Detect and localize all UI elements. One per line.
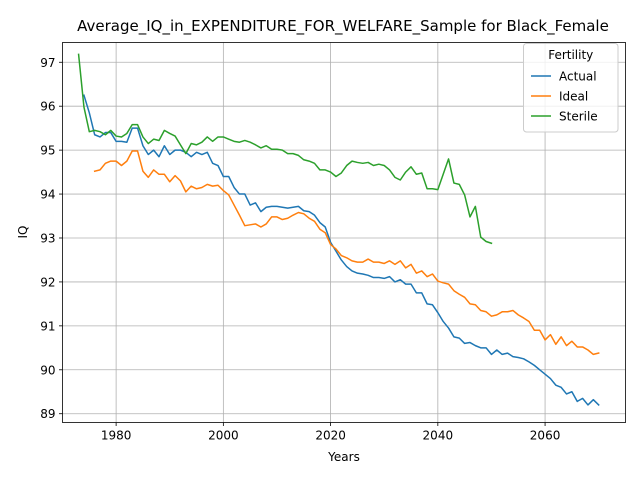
legend-entries: Actual Ideal Sterile [531, 70, 598, 124]
grid [62, 42, 626, 423]
series-lines [77, 53, 600, 406]
series-line-actual [83, 94, 600, 406]
legend-title: Fertility [548, 48, 593, 62]
series-line-ideal [93, 150, 600, 356]
plot-frame [62, 42, 626, 423]
y-tick-label: 95 [40, 144, 55, 158]
y-tick-label: 94 [40, 188, 55, 202]
x-tick-label: 2040 [423, 429, 454, 443]
x-tick-label: 2000 [208, 429, 239, 443]
x-axis-ticks: 1980 2000 2020 2040 2060 [101, 422, 561, 443]
series-line-sterile [77, 53, 493, 245]
y-tick-label: 97 [40, 56, 55, 70]
x-tick-label: 2020 [315, 429, 346, 443]
y-tick-label: 89 [40, 407, 55, 421]
legend-label-sterile: Sterile [559, 110, 598, 124]
legend: Fertility Actual Ideal Sterile [523, 43, 619, 133]
legend-label-ideal: Ideal [559, 90, 588, 104]
legend-label-actual: Actual [559, 70, 597, 84]
y-tick-label: 96 [40, 100, 55, 114]
y-tick-label: 93 [40, 231, 55, 245]
legend-box [523, 43, 619, 133]
y-axis-label: IQ [16, 226, 30, 239]
y-axis-ticks: 89 90 91 92 93 94 95 96 97 [40, 56, 63, 421]
x-tick-label: 1980 [101, 429, 132, 443]
x-tick-label: 2060 [530, 429, 561, 443]
x-axis-label: Years [327, 450, 360, 464]
y-tick-label: 91 [40, 319, 55, 333]
y-tick-label: 90 [40, 363, 55, 377]
chart-title: Average_IQ_in_EXPENDITURE_FOR_WELFARE_Sa… [77, 17, 609, 36]
y-tick-label: 92 [40, 275, 55, 289]
